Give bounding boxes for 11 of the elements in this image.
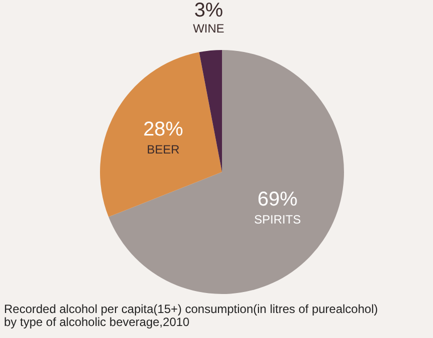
slice-label: SPIRITS [254,212,301,227]
text: Recorded alcohol per capita(15+) consumption(in litres of purealcohol) [4,302,378,316]
pie-slice [100,52,222,217]
pie-slice [108,50,344,294]
pie-slice [199,50,222,172]
text: by type of alcoholic beverage,2010 [4,315,190,329]
slice-label: WINE [192,22,224,36]
data-label: 28% [143,118,184,141]
data-label: 3% [194,0,224,22]
data-label: 69% [257,188,298,211]
slice-label: BEER [146,142,180,157]
